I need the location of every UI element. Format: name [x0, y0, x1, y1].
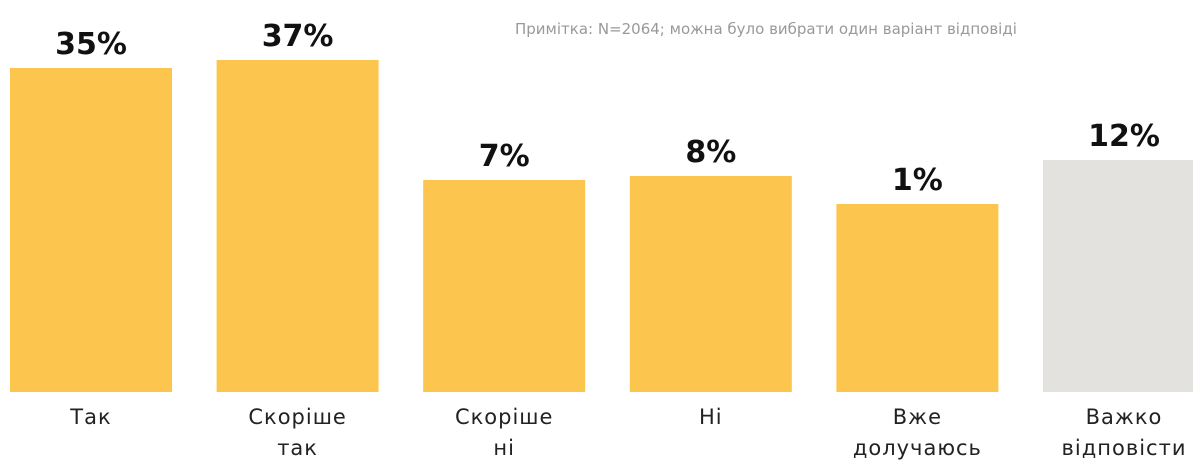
bar [1043, 160, 1193, 392]
x-tick-text: Вже долучаюсь [852, 405, 982, 460]
bar [216, 60, 379, 392]
bar [836, 204, 999, 392]
value-label: 37% [262, 19, 334, 54]
bar [629, 176, 792, 392]
value-label: 7% [479, 139, 530, 174]
x-tick-label: Вже долучаюсь [836, 402, 998, 463]
x-tick-text: Ні [698, 405, 723, 429]
x-tick-text: Так [70, 405, 112, 429]
x-tick-label: Скоріше так [217, 402, 379, 463]
x-tick-label: Важко відповісти [1043, 402, 1193, 463]
x-tick-label: Так [10, 402, 172, 433]
x-tick-label: Скоріше ні [423, 402, 585, 463]
note: Примітка: N=2064; можна було вибрати оди… [515, 20, 1017, 38]
value-label: 1% [892, 163, 943, 198]
value-label: 35% [55, 27, 127, 62]
value-label: 12% [1088, 119, 1160, 154]
bar [10, 68, 172, 392]
bar [423, 180, 586, 392]
x-tick-text: Скоріше ні [454, 405, 554, 460]
x-tick-text: Важко відповісти [1061, 405, 1187, 460]
x-tick-label: Ні [630, 402, 792, 433]
value-label: 8% [685, 135, 736, 170]
x-tick-text: Скоріше так [248, 405, 347, 460]
